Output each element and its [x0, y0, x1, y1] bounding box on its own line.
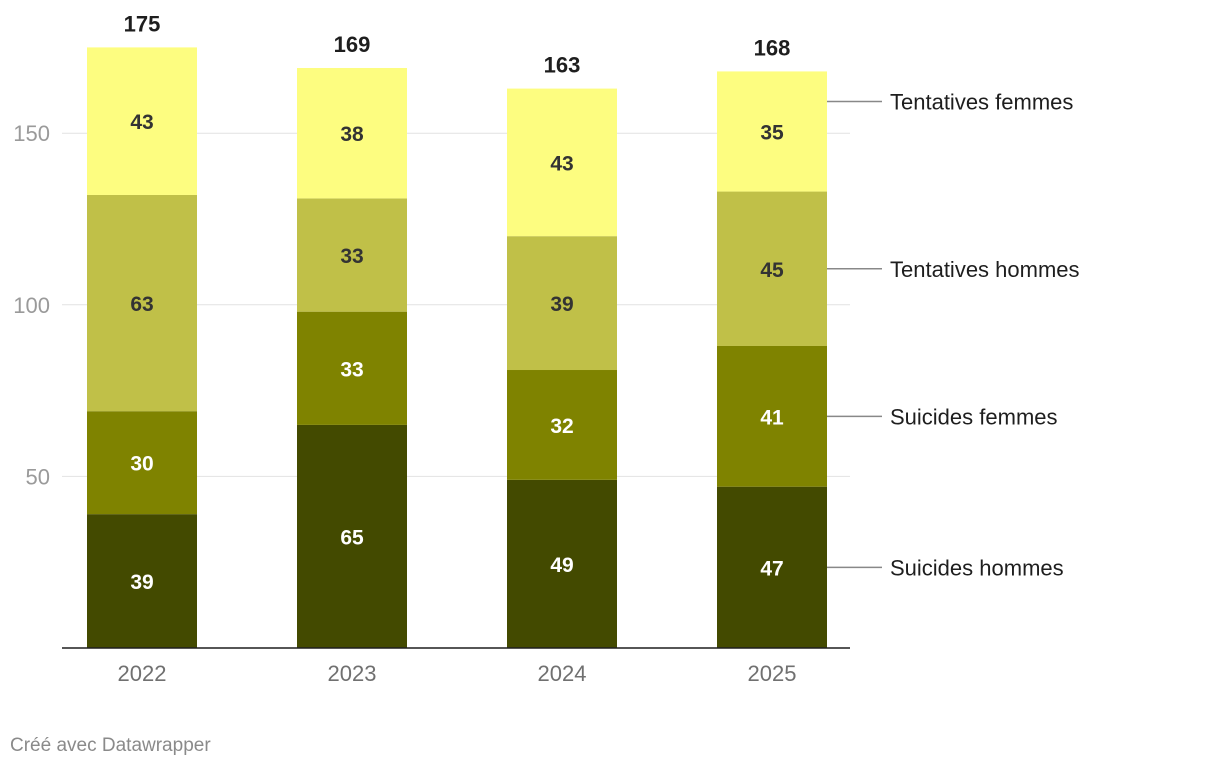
bar-segment [87, 514, 197, 648]
segment-value-label: 33 [340, 358, 363, 381]
x-tick-label: 2025 [748, 661, 797, 686]
bar-segment [717, 191, 827, 346]
segment-value-label: 43 [130, 111, 153, 134]
segment-value-label: 33 [340, 245, 363, 268]
segment-value-label: 41 [760, 406, 784, 429]
segment-value-label: 49 [550, 554, 573, 577]
x-tick-label: 2024 [538, 661, 587, 686]
legend-label: Suicides hommes [890, 555, 1064, 580]
segment-value-label: 45 [760, 259, 784, 282]
credit-text: Créé avec Datawrapper [10, 735, 211, 756]
bar-segment [507, 370, 617, 480]
y-tick-label: 150 [13, 121, 50, 146]
bar-segment [297, 198, 407, 312]
bar-segment [87, 411, 197, 515]
bar-segment [717, 486, 827, 648]
bar-total-label: 168 [754, 35, 791, 60]
y-tick-label: 50 [26, 464, 50, 489]
bar-total-label: 163 [544, 53, 581, 78]
segment-value-label: 30 [130, 453, 153, 476]
x-tick-label: 2022 [118, 661, 167, 686]
bar-total-label: 169 [334, 32, 371, 57]
segment-value-label: 63 [130, 293, 153, 316]
bar-segment [717, 345, 827, 487]
segment-value-label: 35 [760, 121, 784, 144]
bar-segment [87, 47, 197, 195]
bar-segment [717, 71, 827, 192]
legend-label: Tentatives hommes [890, 257, 1080, 282]
bar-segment [297, 67, 407, 199]
bar-segment [507, 88, 617, 237]
bar-segment [507, 479, 617, 648]
legend-label: Tentatives femmes [890, 89, 1073, 114]
segment-value-label: 38 [340, 123, 364, 146]
bar-segment [297, 311, 407, 425]
segment-value-label: 39 [550, 293, 573, 316]
segment-value-label: 65 [340, 526, 364, 549]
segment-value-label: 43 [550, 152, 573, 175]
segment-value-label: 32 [550, 415, 573, 438]
bar-total-label: 175 [124, 11, 161, 36]
bar-segment [297, 424, 407, 648]
y-tick-label: 100 [13, 293, 50, 318]
segment-value-label: 47 [760, 557, 783, 580]
legend-label: Suicides femmes [890, 404, 1058, 429]
bar-segment [507, 236, 617, 371]
bar-segment [87, 194, 197, 412]
segment-value-label: 39 [130, 571, 153, 594]
x-tick-label: 2023 [328, 661, 377, 686]
